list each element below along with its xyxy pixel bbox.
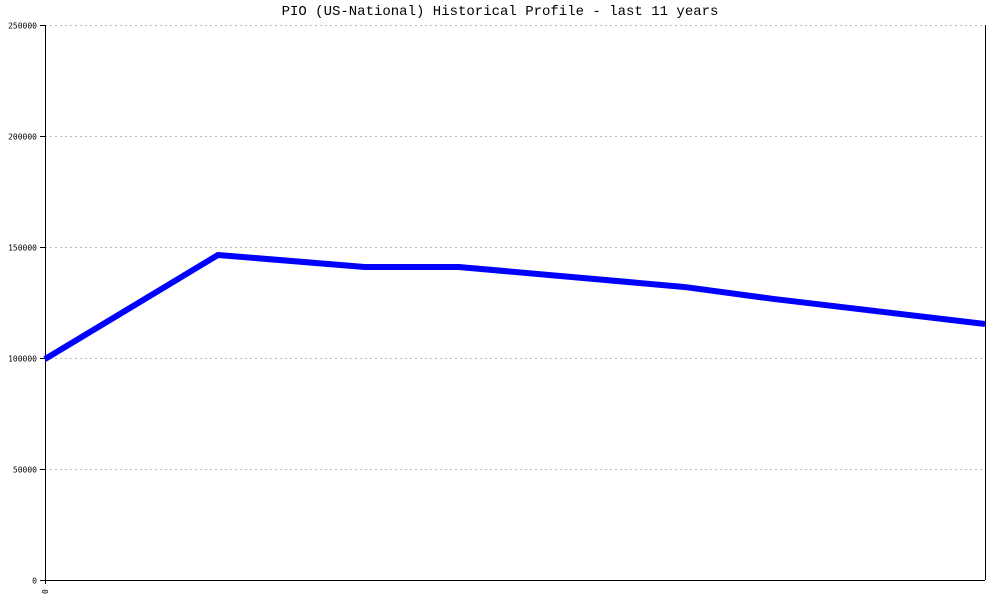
y-tick-label: 250000 bbox=[8, 22, 37, 31]
y-tick-label: 200000 bbox=[8, 133, 37, 142]
y-tick-label: 100000 bbox=[8, 355, 37, 364]
y-tick-label: 0 bbox=[32, 577, 37, 586]
series-line bbox=[43, 251, 986, 362]
chart-title: PIO (US-National) Historical Profile - l… bbox=[281, 4, 719, 20]
y-tick-label: 150000 bbox=[8, 244, 37, 253]
x-tick-label: 0 bbox=[41, 589, 50, 594]
y-tick-label: 50000 bbox=[13, 466, 37, 475]
